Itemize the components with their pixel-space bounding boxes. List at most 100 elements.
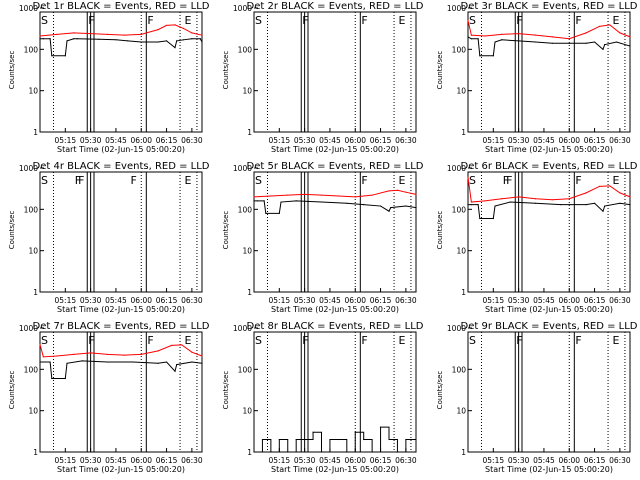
data-point <box>415 207 417 209</box>
data-point <box>337 195 339 197</box>
data-point <box>256 200 258 202</box>
data-point <box>405 191 407 193</box>
x-tick-label: 06:15 <box>370 136 392 145</box>
data-point <box>477 204 479 206</box>
data-point <box>287 451 289 453</box>
x-tick-label: 06:30 <box>181 456 203 465</box>
y-tick-label: 100 <box>452 205 467 214</box>
x-tick-label: 05:45 <box>319 456 341 465</box>
x-tick-label: 06:15 <box>584 296 606 305</box>
data-point <box>270 451 272 453</box>
data-point <box>477 38 479 40</box>
panel-title: Det 3r BLACK = Events, RED = LLD <box>461 1 638 12</box>
panel-9: Det 9r BLACK = Events, RED = LLD 1 10 100 10… <box>436 321 638 474</box>
data-point <box>39 35 41 37</box>
x-tick-label: 05:30 <box>294 296 316 305</box>
x-axis-label: Start Time (02-Jun-15 05:00:20) <box>485 145 613 154</box>
y-tick-label: 1 <box>461 288 466 297</box>
data-point <box>492 55 494 57</box>
y-axis-label: Counts/sec <box>436 51 444 90</box>
flag-label: F <box>575 174 581 187</box>
data-point <box>534 34 537 36</box>
data-point <box>501 33 503 35</box>
data-point <box>467 204 469 206</box>
y-tick-label: 10 <box>242 407 252 416</box>
series-line-lld <box>39 24 203 37</box>
y-tick-label: 10 <box>456 87 466 96</box>
panel-7: Det 7r BLACK = Events, RED = LLD 1 10 100 10… <box>8 321 210 474</box>
panel-title: Det 2r BLACK = Events, RED = LLD <box>247 1 424 12</box>
data-point <box>127 40 129 42</box>
series-line-events <box>40 38 203 57</box>
data-point <box>42 38 44 40</box>
y-tick-label: 10 <box>28 407 38 416</box>
series-line-events <box>40 360 203 380</box>
y-axis-label: Counts/sec <box>8 211 16 250</box>
y-axis-label: Counts/sec <box>8 371 16 410</box>
flag-label: S <box>469 334 476 347</box>
data-point <box>405 438 407 441</box>
data-point <box>106 361 109 363</box>
x-tick-label: 05:45 <box>533 136 555 145</box>
data-point <box>191 351 193 353</box>
flag-label: F <box>361 334 367 347</box>
data-point <box>363 438 365 441</box>
data-point <box>568 42 570 44</box>
data-point <box>354 196 356 198</box>
panel-title: Det 8r BLACK = Events, RED = LLD <box>247 321 424 332</box>
data-point <box>165 24 168 26</box>
data-point <box>182 27 185 30</box>
x-tick-label: 06:30 <box>609 136 631 145</box>
flag-label: E <box>612 334 619 347</box>
flag-label: F <box>361 174 367 187</box>
y-tick-label: 100 <box>238 365 253 374</box>
data-point <box>278 212 280 214</box>
x-tick-label: 05:30 <box>294 136 316 145</box>
data-point <box>201 362 203 364</box>
data-point <box>599 185 601 187</box>
flag-label: F <box>88 334 94 347</box>
panel-title: Det 1r BLACK = Events, RED = LLD <box>33 1 210 12</box>
data-point <box>174 24 176 26</box>
data-point <box>604 205 606 207</box>
x-tick-label: 05:15 <box>269 296 291 305</box>
flag-label: F <box>75 174 81 187</box>
x-tick-label: 05:15 <box>55 136 77 145</box>
data-point <box>176 364 178 366</box>
y-tick-label: 10 <box>242 87 252 96</box>
data-point <box>619 202 621 204</box>
data-point <box>484 200 486 202</box>
panel-5: Det 5r BLACK = Events, RED = LLD 1 10 100 10… <box>222 161 424 314</box>
flag-label: E <box>398 14 405 27</box>
x-tick-label: 06:30 <box>395 136 417 145</box>
data-point <box>602 210 604 212</box>
data-point <box>76 38 78 40</box>
data-point <box>470 201 472 203</box>
data-point <box>123 34 125 36</box>
y-tick-label: 10 <box>456 247 466 256</box>
flag-label: S <box>41 334 48 347</box>
data-point <box>64 377 66 380</box>
data-point <box>140 41 142 43</box>
flag-label: F <box>506 174 512 187</box>
data-point <box>534 202 537 204</box>
data-point <box>534 198 537 200</box>
y-tick-label: 10 <box>28 247 38 256</box>
data-point <box>405 205 407 207</box>
data-point <box>191 38 193 40</box>
y-tick-label: 1000 <box>233 164 252 173</box>
panel-6: Det 6r BLACK = Events, RED = LLD 1 10 100 10… <box>436 161 638 314</box>
data-point <box>354 431 356 433</box>
x-tick-label: 05:30 <box>80 456 102 465</box>
data-point <box>174 47 176 49</box>
y-tick-label: 100 <box>24 365 39 374</box>
data-point <box>470 204 472 206</box>
data-point <box>629 36 631 38</box>
y-tick-label: 1000 <box>233 4 252 13</box>
y-tick-label: 1 <box>247 288 252 297</box>
data-point <box>320 194 323 196</box>
data-point <box>609 24 611 26</box>
x-tick-label: 05:30 <box>508 296 530 305</box>
data-point <box>329 438 331 441</box>
x-tick-label: 06:00 <box>130 136 152 145</box>
